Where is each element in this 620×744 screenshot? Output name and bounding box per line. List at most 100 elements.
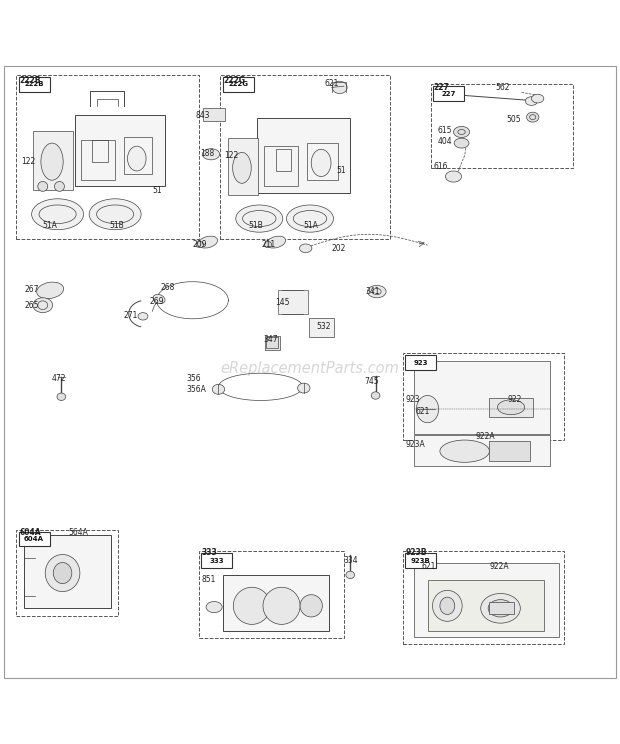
Text: 745: 745: [365, 377, 379, 386]
Bar: [198, 551, 344, 638]
Ellipse shape: [488, 600, 513, 617]
Text: 621: 621: [422, 562, 436, 571]
Bar: [125, 137, 153, 174]
Text: 227: 227: [441, 91, 456, 97]
Bar: [414, 361, 550, 434]
Text: 532: 532: [316, 321, 330, 331]
Ellipse shape: [128, 147, 146, 171]
Ellipse shape: [300, 594, 322, 617]
Text: 604A: 604A: [19, 528, 41, 537]
Text: 333: 333: [210, 558, 224, 564]
Text: 922A: 922A: [476, 432, 495, 441]
Text: 51B: 51B: [248, 221, 263, 230]
Ellipse shape: [299, 244, 312, 253]
Ellipse shape: [41, 143, 63, 180]
Text: 271: 271: [123, 310, 138, 320]
Bar: [489, 398, 533, 417]
Ellipse shape: [53, 562, 72, 583]
Ellipse shape: [311, 150, 331, 176]
Bar: [309, 318, 334, 337]
Ellipse shape: [33, 298, 53, 312]
Ellipse shape: [198, 236, 218, 248]
Ellipse shape: [138, 312, 148, 320]
Text: 222G: 222G: [223, 75, 246, 85]
Text: 562: 562: [495, 83, 510, 92]
Ellipse shape: [32, 199, 84, 230]
Ellipse shape: [206, 601, 222, 612]
Ellipse shape: [440, 597, 454, 615]
Ellipse shape: [264, 242, 272, 248]
Ellipse shape: [525, 97, 538, 106]
Text: 347: 347: [263, 336, 278, 344]
Ellipse shape: [454, 138, 469, 148]
Bar: [257, 118, 350, 193]
Bar: [265, 336, 280, 350]
Text: 188: 188: [200, 149, 214, 158]
Text: 356: 356: [186, 373, 201, 382]
Text: 923B: 923B: [411, 558, 431, 564]
Bar: [19, 532, 50, 546]
Bar: [201, 554, 232, 568]
Text: 922A: 922A: [489, 562, 509, 571]
Text: 227: 227: [434, 83, 450, 92]
Ellipse shape: [439, 89, 451, 98]
Ellipse shape: [37, 282, 64, 298]
Bar: [228, 138, 258, 195]
Text: 222B: 222B: [19, 75, 41, 85]
Bar: [489, 602, 514, 615]
Bar: [33, 131, 73, 190]
Text: 211: 211: [262, 240, 276, 249]
Text: 615: 615: [438, 126, 452, 135]
Text: 51A: 51A: [304, 221, 319, 230]
Ellipse shape: [57, 393, 66, 400]
Text: 922: 922: [508, 395, 522, 404]
Ellipse shape: [202, 149, 219, 160]
Bar: [24, 536, 111, 609]
Text: 145: 145: [275, 298, 290, 307]
Text: 268: 268: [161, 283, 175, 292]
Bar: [405, 356, 436, 371]
Ellipse shape: [263, 587, 300, 624]
Ellipse shape: [286, 205, 334, 232]
Ellipse shape: [480, 594, 520, 623]
Ellipse shape: [371, 392, 380, 400]
Text: 51B: 51B: [109, 221, 124, 230]
Ellipse shape: [497, 400, 525, 414]
Bar: [278, 290, 308, 314]
Text: 923: 923: [406, 395, 420, 404]
Ellipse shape: [526, 112, 539, 122]
Ellipse shape: [267, 236, 286, 248]
Bar: [276, 150, 291, 171]
Text: 267: 267: [24, 285, 38, 294]
Bar: [220, 75, 391, 239]
Text: 269: 269: [149, 297, 164, 306]
Text: 505: 505: [507, 115, 521, 124]
Text: 341: 341: [366, 287, 380, 296]
Text: 222G: 222G: [228, 81, 248, 87]
Bar: [92, 140, 108, 161]
Bar: [266, 337, 278, 348]
Ellipse shape: [233, 587, 270, 624]
Bar: [223, 575, 329, 631]
Bar: [203, 109, 225, 121]
Bar: [433, 86, 464, 101]
Bar: [489, 441, 529, 461]
Bar: [414, 435, 550, 466]
Ellipse shape: [453, 126, 469, 138]
Bar: [81, 140, 115, 180]
Bar: [264, 147, 298, 187]
Ellipse shape: [55, 182, 64, 191]
Text: 51: 51: [153, 186, 162, 195]
Bar: [403, 551, 564, 644]
Ellipse shape: [433, 591, 462, 621]
Text: 621: 621: [324, 79, 339, 89]
Text: 843: 843: [195, 112, 210, 121]
Text: 851: 851: [202, 575, 216, 584]
Text: 334: 334: [343, 556, 358, 565]
Bar: [403, 353, 564, 440]
Ellipse shape: [45, 554, 80, 591]
Text: 472: 472: [51, 373, 66, 382]
Ellipse shape: [196, 242, 203, 248]
Text: 404: 404: [438, 138, 452, 147]
Text: 923: 923: [414, 359, 428, 366]
